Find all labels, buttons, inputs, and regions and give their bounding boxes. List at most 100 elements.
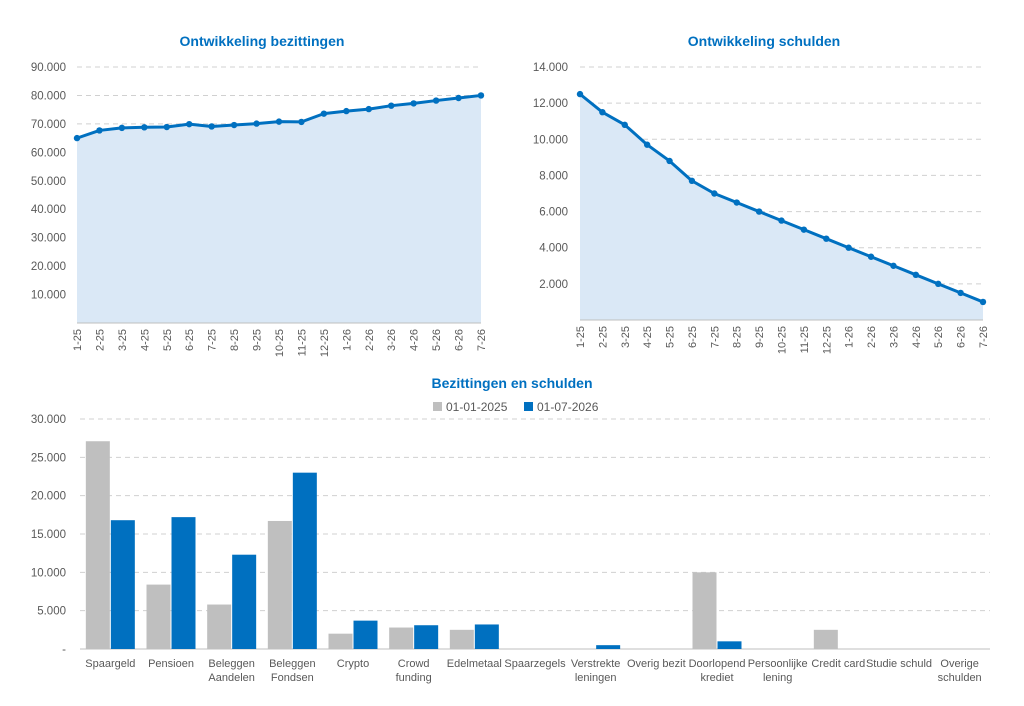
category-label: Crowd: [398, 658, 430, 670]
assets-point: [388, 102, 395, 109]
category-label: Persoonlijke: [748, 658, 808, 670]
category-label: Edelmetaal: [447, 658, 502, 670]
assets-ytick-label: 70.000: [31, 119, 66, 131]
category-label: Crypto: [337, 658, 369, 670]
bar-2026: [232, 554, 257, 649]
debts-xtick-label: 1-26: [844, 326, 856, 348]
bar-2026: [596, 645, 621, 649]
assets-xtick-label: 12-25: [319, 329, 331, 357]
debts-ytick-label: 12.000: [533, 98, 568, 110]
assets-xtick-label: 7-26: [476, 329, 488, 351]
assets-xtick-label: 9-25: [252, 329, 264, 351]
debts-ytick-label: 14.000: [533, 62, 568, 74]
compare-ytick-label: 5.000: [37, 606, 66, 618]
debts-xtick-label: 7-26: [978, 326, 990, 348]
bar-2026: [353, 620, 378, 649]
debts-point: [957, 289, 964, 297]
category-label: Pensioen: [148, 658, 194, 670]
debts-xtick-label: 7-25: [709, 326, 721, 348]
bar-2026: [474, 624, 499, 649]
bar-2025: [692, 572, 717, 649]
debts-point: [755, 208, 763, 215]
debts-point: [823, 235, 830, 242]
assets-point: [365, 105, 372, 113]
debts-point: [711, 190, 718, 197]
assets-xtick-label: 10-25: [274, 329, 286, 357]
debts-ytick-label: 8.000: [539, 170, 568, 182]
debts-point: [935, 280, 942, 288]
bar-2025: [85, 441, 110, 649]
category-label: Credit card: [811, 658, 865, 670]
category-label: Beleggen: [208, 658, 255, 670]
assets-xtick-label: 2-26: [364, 329, 376, 351]
debts-xtick-label: 4-26: [911, 326, 923, 348]
assets-xtick-label: 1-26: [341, 329, 353, 351]
assets-point: [163, 123, 170, 131]
assets-point: [432, 97, 440, 104]
assets-xtick-label: 6-25: [184, 329, 196, 351]
assets-xtick-label: 3-25: [117, 329, 129, 351]
bar-2026: [110, 520, 135, 649]
bar-2025: [389, 627, 414, 649]
assets-plot: 10.000 20.000 30.000 40.000 50.000 60.000 70.0…: [31, 62, 488, 357]
compare-ytick-label: 15.000: [31, 529, 66, 541]
compare-ytick-label: -: [62, 644, 66, 656]
debts-xtick-label: 9-25: [754, 326, 766, 348]
assets-point: [410, 100, 417, 107]
category-label: Fondsen: [271, 672, 314, 684]
assets-point: [73, 134, 81, 142]
debts-xtick-label: 4-25: [642, 326, 654, 348]
debts-point: [979, 298, 987, 306]
assets-ytick-label: 30.000: [31, 233, 66, 245]
debts-point: [599, 108, 606, 116]
assets-ytick-label: 80.000: [31, 90, 66, 102]
debts-xtick-label: 5-26: [933, 326, 945, 348]
debts-point: [890, 262, 897, 269]
chart-title-compare: Bezittingen en schulden: [431, 375, 592, 391]
debts-ytick-label: 6.000: [539, 207, 568, 219]
legend: 01-01-2025 01-07-2026: [433, 400, 599, 414]
assets-xtick-label: 1-25: [72, 329, 84, 351]
assets-ytick-label: 40.000: [31, 204, 66, 216]
assets-point: [343, 107, 350, 115]
category-label: Overig bezit: [627, 658, 686, 670]
debts-ytick-label: 4.000: [539, 243, 568, 255]
category-label: schulden: [938, 672, 982, 684]
assets-ytick-label: 10.000: [31, 290, 66, 302]
category-label: Spaargeld: [85, 658, 135, 670]
bar-2026: [717, 641, 742, 649]
assets-point: [298, 118, 305, 126]
debts-xtick-label: 5-25: [665, 326, 677, 348]
assets-ytick-label: 20.000: [31, 261, 66, 273]
assets-ytick-label: 60.000: [31, 147, 66, 159]
compare-ytick-label: 20.000: [31, 491, 66, 503]
bar-2025: [267, 520, 292, 649]
debts-xtick-label: 3-26: [888, 326, 900, 348]
debts-xtick-label: 2-25: [597, 326, 609, 348]
debts-point: [845, 244, 852, 251]
debts-point: [576, 90, 584, 98]
debts-xtick-label: 1-25: [575, 326, 587, 348]
assets-point: [320, 110, 328, 117]
debts-point: [912, 271, 920, 279]
bar-2026: [171, 517, 196, 649]
bar-2025: [328, 633, 353, 649]
assets-xtick-label: 6-26: [454, 329, 466, 351]
legend-label-2026: 01-07-2026: [537, 400, 599, 414]
category-label: Beleggen: [269, 658, 316, 670]
assets-xtick-label: 5-25: [162, 329, 174, 351]
category-label: Spaarzegels: [504, 658, 566, 670]
compare-ytick-label: 25.000: [31, 452, 66, 464]
debts-xtick-label: 6-25: [687, 326, 699, 348]
category-label: Doorlopend: [689, 658, 746, 670]
category-label: Aandelen: [208, 672, 255, 684]
assets-point: [253, 120, 260, 127]
debts-ytick-label: 2.000: [539, 279, 568, 291]
assets-point: [477, 92, 485, 99]
assets-point: [208, 123, 215, 130]
assets-xtick-label: 5-26: [431, 329, 443, 351]
assets-area: [77, 95, 481, 323]
debts-point: [867, 253, 875, 260]
debts-ytick-label: 10.000: [533, 134, 568, 146]
